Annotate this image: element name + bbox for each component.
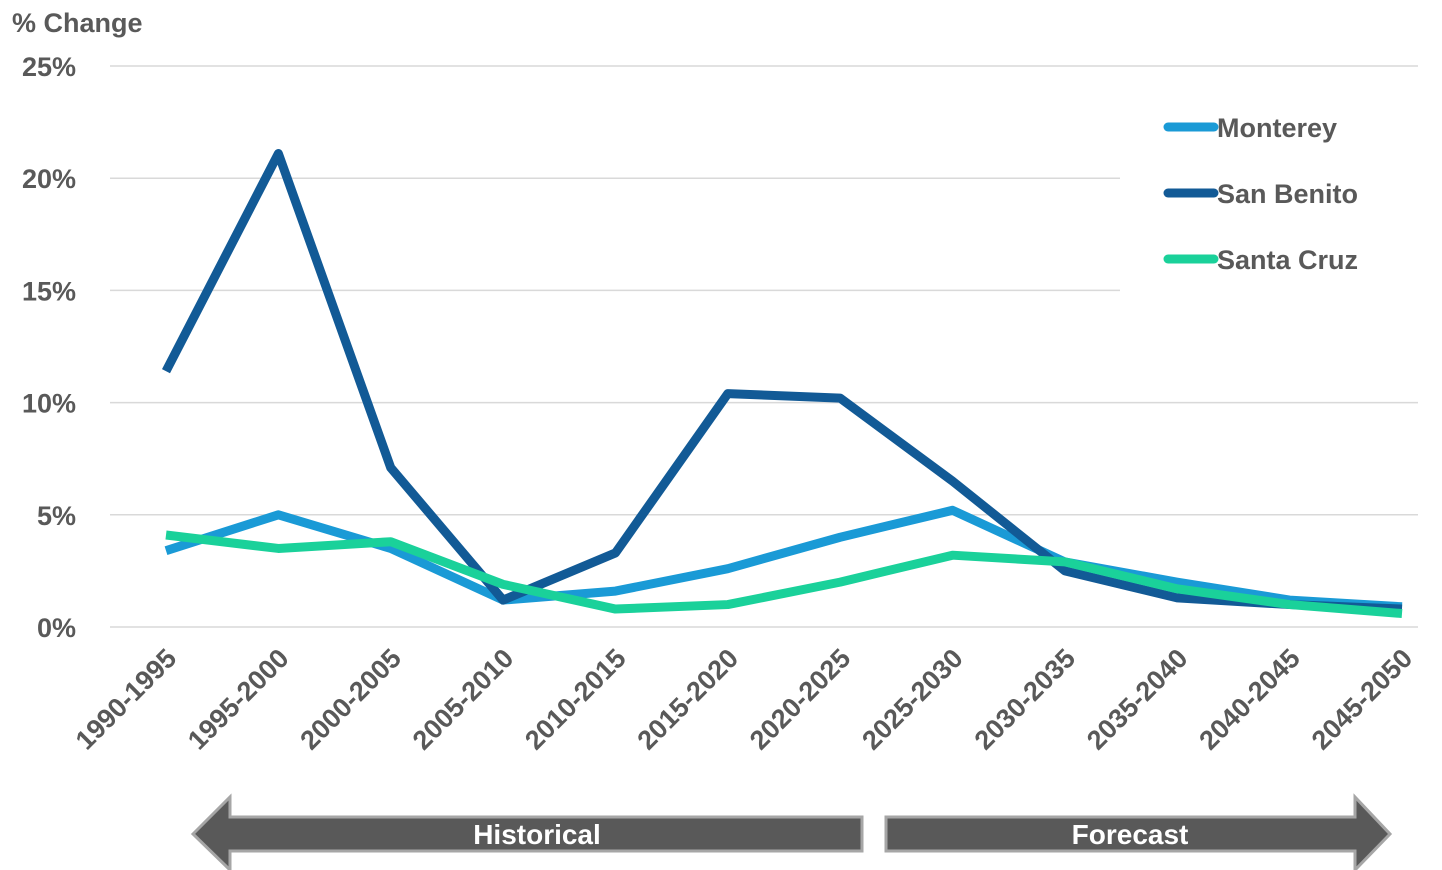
x-tick-label: 2015-2020 [632, 643, 745, 756]
y-tick-label: 15% [22, 276, 76, 306]
x-tick-label: 2020-2025 [744, 643, 857, 756]
series-line [165, 530, 1403, 619]
legend-label: Santa Cruz [1217, 245, 1358, 275]
y-tick-label: 25% [22, 52, 76, 82]
series-line [162, 149, 1403, 614]
x-tick-label: 2005-2010 [407, 643, 520, 756]
x-tick-label: 2030-2035 [969, 643, 1082, 756]
x-tick-label: 2045-2050 [1306, 643, 1419, 756]
legend-label: Monterey [1217, 113, 1337, 143]
historical-arrow [190, 793, 864, 870]
annotation: Forecast [1072, 819, 1189, 850]
legend-label: San Benito [1217, 179, 1358, 209]
y-axis-label: % Change [12, 8, 143, 38]
x-tick-label: 2040-2045 [1193, 643, 1306, 756]
x-tick-label: 1990-1995 [70, 643, 183, 756]
x-tick-label: 2010-2015 [519, 643, 632, 756]
y-tick-label: 5% [37, 501, 76, 531]
y-tick-label: 0% [37, 613, 76, 643]
y-tick-label: 10% [22, 389, 76, 419]
period-arrows: Historical Forecast [190, 793, 1393, 870]
y-tick-label: 20% [22, 164, 76, 194]
annotation: Historical [473, 819, 601, 850]
x-tick-label: 2000-2005 [294, 643, 407, 756]
x-tick-label: 2035-2040 [1081, 643, 1194, 756]
x-tick-label: 2025-2030 [856, 643, 969, 756]
x-tick-label: 1995-2000 [182, 643, 295, 756]
forecast-arrow [884, 793, 1393, 870]
